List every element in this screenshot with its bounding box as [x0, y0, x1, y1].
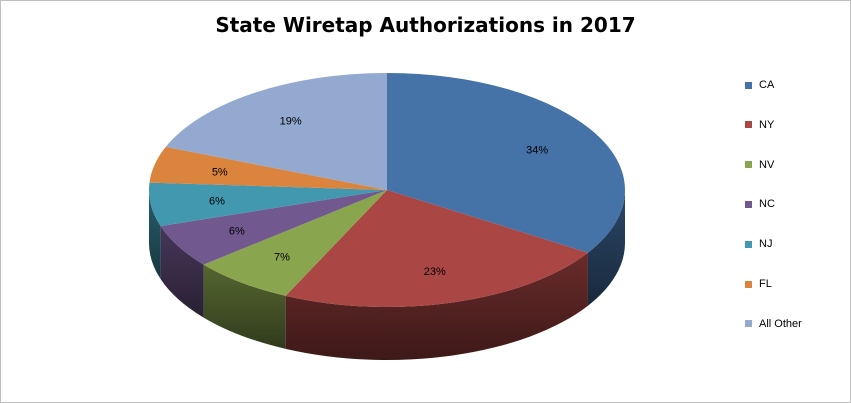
- pie-slice-nj: [149, 182, 387, 227]
- pie-slice-nv: [203, 190, 387, 296]
- legend-swatch: [745, 320, 752, 328]
- data-label-nv: 7%: [274, 252, 290, 264]
- pie-slice-ny: [285, 190, 588, 307]
- legend-item-nc: NC: [745, 196, 845, 212]
- legend-swatch: [745, 81, 752, 89]
- legend-item-ca: CA: [745, 77, 845, 93]
- data-label-fl: 5%: [212, 167, 228, 179]
- legend-label: NV: [759, 158, 775, 171]
- legend-item-nj: NJ: [745, 236, 845, 252]
- data-label-nc: 6%: [229, 226, 245, 238]
- pie-slice-all-other: [165, 72, 387, 190]
- legend-label: NJ: [759, 238, 773, 251]
- pie-side-ca: [587, 190, 625, 306]
- legend-item-fl: FL: [745, 276, 845, 292]
- data-label-ca: 34%: [526, 144, 548, 156]
- legend-label: CA: [759, 79, 775, 91]
- pie-slice-nc: [160, 190, 387, 265]
- pie-slice-ca: [387, 73, 626, 253]
- legend-swatch: [745, 240, 752, 248]
- data-label-all-other: 19%: [280, 115, 302, 127]
- pie-slice-fl: [149, 146, 387, 190]
- pie-side-ny: [285, 252, 588, 361]
- legend-swatch: [745, 121, 752, 129]
- pie-side-nv: [203, 264, 286, 349]
- legend-item-ny: NY: [745, 117, 845, 133]
- legend-item-nv: NV: [745, 157, 845, 173]
- pie-sides: [149, 190, 625, 361]
- legend-swatch: [745, 280, 752, 288]
- legend-swatch: [745, 161, 752, 169]
- data-label-ny: 23%: [424, 266, 446, 278]
- pie-slices: [149, 72, 626, 307]
- legend-label: All Other: [759, 317, 802, 330]
- legend-swatch: [745, 200, 752, 208]
- pie-side-nc: [160, 226, 204, 318]
- data-label-nj: 6%: [209, 196, 225, 208]
- legend-label: NY: [759, 118, 775, 131]
- pie-data-labels: 34% 23% 7% 6% 6% 5% 19%: [209, 115, 548, 278]
- legend-item-all-other: All Other: [745, 316, 845, 332]
- legend-label: NC: [759, 198, 775, 211]
- chart-title: State Wiretap Authorizations in 2017: [215, 13, 636, 37]
- legend-label: FL: [759, 278, 772, 290]
- pie-side-nj: [149, 190, 161, 280]
